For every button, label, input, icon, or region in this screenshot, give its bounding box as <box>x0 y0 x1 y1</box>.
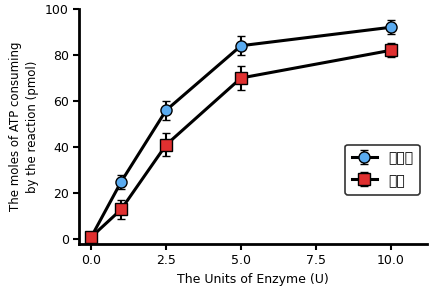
Legend: 本制品, 竞品: 本制品, 竞品 <box>345 145 420 195</box>
Y-axis label: The moles of ATP consuming
by the reaction (pmol): The moles of ATP consuming by the reacti… <box>9 42 39 211</box>
X-axis label: The Units of Enzyme (U): The Units of Enzyme (U) <box>177 273 329 286</box>
